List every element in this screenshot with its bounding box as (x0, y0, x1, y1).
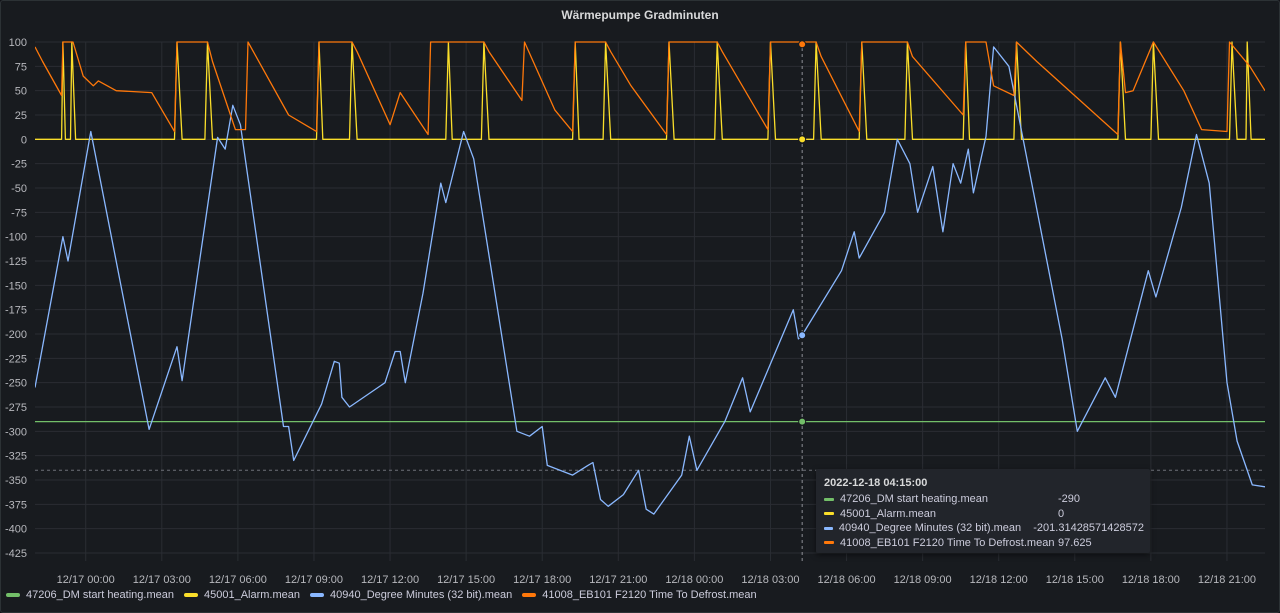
x-tick-label: 12/17 21:00 (589, 574, 647, 586)
legend-label: 41008_EB101 F2120 Time To Defrost.mean (542, 589, 757, 601)
legend-item[interactable]: 41008_EB101 F2120 Time To Defrost.mean (522, 589, 757, 601)
series-line-4 (35, 41, 1265, 136)
tooltip-time: 2022-12-18 04:15:00 (824, 477, 928, 489)
tooltip-series-value: -290 (1058, 493, 1081, 505)
y-tick-label: -350 (5, 475, 27, 487)
y-tick-label: 25 (15, 110, 27, 122)
x-tick-label: 12/18 18:00 (1122, 574, 1180, 586)
legend-item[interactable]: 47206_DM start heating.mean (6, 589, 174, 601)
tooltip-row: 40940_Degree Minutes (32 bit).mean -201.3… (824, 522, 1144, 534)
tooltip-series-name: 45001_Alarm.mean (840, 507, 937, 520)
y-tick-label: 75 (15, 61, 27, 73)
legend-label: 40940_Degree Minutes (32 bit).mean (330, 589, 513, 601)
tooltip-row: 47206_DM start heating.mean -290 (824, 493, 1144, 505)
y-tick-label: -325 (5, 451, 27, 463)
hover-point-3 (798, 331, 807, 340)
legend-swatch (6, 593, 20, 597)
legend: 47206_DM start heating.mean 45001_Alarm.m… (6, 589, 767, 601)
y-tick-label: -125 (5, 256, 27, 268)
legend-label: 47206_DM start heating.mean (26, 589, 174, 601)
panel-title: Wärmepumpe Gradminuten (561, 8, 719, 22)
y-tick-label: -200 (5, 329, 27, 341)
legend-swatch (310, 593, 324, 597)
tooltip-swatch (824, 497, 834, 501)
y-tick-label: -400 (5, 524, 27, 536)
hover-point-4 (798, 417, 807, 426)
y-tick-label: 50 (15, 86, 27, 98)
x-tick-label: 12/17 09:00 (285, 574, 343, 586)
x-tick-label: 12/18 15:00 (1046, 574, 1104, 586)
hover-point-1 (798, 40, 807, 49)
x-tick-label: 12/17 15:00 (437, 574, 495, 586)
tooltip-swatch (824, 526, 833, 530)
legend-item[interactable]: 45001_Alarm.mean (183, 589, 300, 601)
y-tick-label: -425 (5, 548, 27, 560)
x-tick-label: 12/17 03:00 (133, 574, 191, 586)
x-tick-label: 12/17 06:00 (209, 574, 267, 586)
tooltip-series-value: 97.625 (1058, 536, 1092, 549)
legend-item[interactable]: 40940_Degree Minutes (32 bit).mean (310, 589, 512, 601)
y-tick-label: -100 (5, 232, 27, 244)
hover-point-2 (798, 135, 807, 144)
tooltip-row: 45001_Alarm.mean 0 (824, 508, 1144, 520)
y-tick-label: 100 (9, 37, 27, 49)
tooltip-row: 41008_EB101 F2120 Time To Defrost.mean 97… (824, 537, 1144, 549)
tooltip-series-name: 41008_EB101 F2120 Time To Defrost.mean (840, 536, 1055, 549)
y-tick-label: -225 (5, 353, 27, 365)
y-tick-label: -175 (5, 305, 27, 317)
x-tick-label: 12/17 18:00 (513, 574, 571, 586)
tooltip-series-value: 0 (1058, 507, 1065, 520)
series-line-3 (35, 46, 1265, 515)
x-tick-label: 12/18 00:00 (665, 574, 723, 586)
x-tick-label: 12/17 00:00 (57, 574, 115, 586)
x-tick-label: 12/18 12:00 (970, 574, 1028, 586)
x-tick-label: 12/18 03:00 (741, 574, 799, 586)
y-tick-label: 0 (21, 134, 27, 146)
y-tick-label: -75 (11, 207, 27, 219)
y-tick-label: -25 (11, 159, 27, 171)
tooltip: 2022-12-18 04:15:00 47206_DM start heati… (816, 469, 1150, 553)
tooltip-swatch (824, 512, 834, 515)
y-tick-label: -275 (5, 402, 27, 414)
y-tick-label: -50 (11, 183, 27, 195)
tooltip-series-name: 47206_DM start heating.mean (840, 493, 988, 505)
x-tick-label: 12/18 21:00 (1198, 574, 1256, 586)
tooltip-series-value: -201.31428571428572 (1033, 522, 1144, 534)
x-tick-label: 12/18 09:00 (894, 574, 952, 586)
x-tick-label: 12/18 06:00 (817, 574, 875, 586)
y-tick-label: -300 (5, 426, 27, 438)
y-tick-label: -150 (5, 280, 27, 292)
tooltip-swatch (824, 541, 834, 544)
legend-label: 45001_Alarm.mean (203, 589, 300, 601)
y-tick-label: -375 (5, 499, 27, 511)
legend-swatch (183, 593, 198, 597)
y-tick-label: -250 (5, 378, 27, 390)
legend-swatch (522, 593, 537, 597)
tooltip-series-name: 40940_Degree Minutes (32 bit).mean (838, 522, 1022, 534)
x-tick-label: 12/17 12:00 (361, 574, 419, 586)
